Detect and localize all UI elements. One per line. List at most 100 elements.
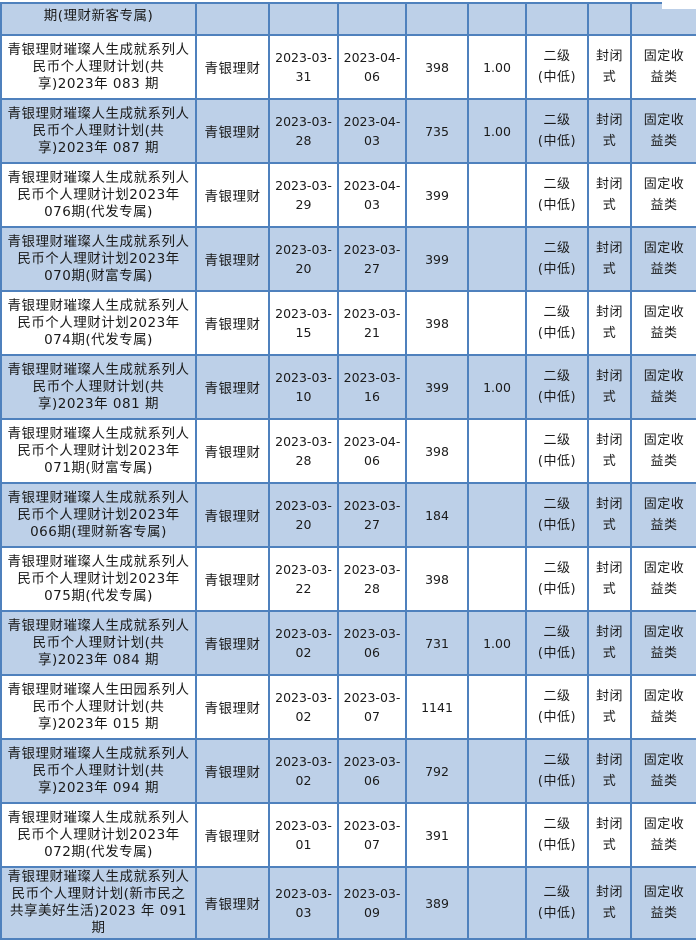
product-name-cell: 青银理财璀璨人生成就系列人民币个人理财计划(共享)2023年 094 期 (0, 738, 197, 804)
amount-cell: 399 (405, 226, 469, 292)
amount-cell: 391 (405, 802, 469, 868)
amount-cell: 398 (405, 418, 469, 484)
category-cell: 固定收 益类 (630, 290, 696, 356)
risk-level-cell: 二级 (中低) (525, 354, 589, 420)
table-row: 青银理财璀璨人生成就系列人民币个人理财计划2023年071期(财富专属) 青银理… (0, 418, 696, 484)
net-value-cell: 1.00 (467, 34, 527, 100)
issuer-cell: 青银理财 (195, 162, 270, 228)
product-name-cell: 青银理财璀璨人生成就系列人民币个人理财计划2023年075期(代发专属) (0, 546, 197, 612)
risk-level-cell: 二级 (中低) (525, 546, 589, 612)
end-date-cell: 2023-03-21 (337, 290, 407, 356)
end-date-cell: 2023-03-16 (337, 354, 407, 420)
category-cell: 固定收 益类 (630, 226, 696, 292)
table-row: 青银理财璀璨人生田园系列人民币个人理财计划(共享)2023年 015 期 青银理… (0, 674, 696, 740)
operation-mode-cell: 封闭 式 (587, 674, 632, 740)
table-row: 青银理财璀璨人生成就系列人民币个人理财计划2023年074期(代发专属) 青银理… (0, 290, 696, 356)
risk-level-cell (525, 2, 589, 36)
net-value-cell (467, 418, 527, 484)
product-name-cell: 青银理财璀璨人生成就系列人民币个人理财计划(共享)2023年 081 期 (0, 354, 197, 420)
product-name-cell: 青银理财璀璨人生成就系列人民币个人理财计划(共享)2023年 087 期 (0, 98, 197, 164)
amount-cell: 1141 (405, 674, 469, 740)
issuer-cell: 青银理财 (195, 482, 270, 548)
table-row: 青银理财璀璨人生成就系列人民币个人理财计划2023年070期(财富专属) 青银理… (0, 226, 696, 292)
risk-level-cell: 二级 (中低) (525, 98, 589, 164)
table-row: 青银理财璀璨人生成就系列人民币个人理财计划(新市民之共享美好生活)2023 年 … (0, 866, 696, 940)
start-date-cell: 2023-03-02 (268, 738, 339, 804)
operation-mode-cell: 封闭 式 (587, 546, 632, 612)
end-date-cell: 2023-03-27 (337, 482, 407, 548)
category-cell: 固定收 益类 (630, 866, 696, 940)
operation-mode-cell: 封闭 式 (587, 226, 632, 292)
operation-mode-cell: 封闭 式 (587, 162, 632, 228)
issuer-cell: 青银理财 (195, 674, 270, 740)
product-name-cell: 青银理财璀璨人生成就系列人民币个人理财计划(共享)2023年 083 期 (0, 34, 197, 100)
end-date-cell: 2023-04-06 (337, 418, 407, 484)
end-date-cell: 2023-03-06 (337, 738, 407, 804)
product-name-cell: 青银理财璀璨人生成就系列人民币个人理财计划2023年070期(财富专属) (0, 226, 197, 292)
risk-level-cell: 二级 (中低) (525, 418, 589, 484)
net-value-cell (467, 738, 527, 804)
net-value-cell (467, 482, 527, 548)
end-date-cell: 2023-03-06 (337, 610, 407, 676)
category-cell: 固定收 益类 (630, 674, 696, 740)
operation-mode-cell: 封闭 式 (587, 34, 632, 100)
operation-mode-cell (587, 2, 632, 36)
start-date-cell: 2023-03-02 (268, 674, 339, 740)
operation-mode-cell: 封闭 式 (587, 738, 632, 804)
product-name-cell: 青银理财璀璨人生成就系列人民币个人理财计划2023年074期(代发专属) (0, 290, 197, 356)
issuer-cell: 青银理财 (195, 226, 270, 292)
amount-cell: 398 (405, 290, 469, 356)
table-row: 青银理财璀璨人生成就系列人民币个人理财计划(共享)2023年 083 期 青银理… (0, 34, 696, 100)
risk-level-cell: 二级 (中低) (525, 866, 589, 940)
issuer-cell: 青银理财 (195, 610, 270, 676)
issuer-cell: 青银理财 (195, 98, 270, 164)
end-date-cell (337, 2, 407, 36)
risk-level-cell: 二级 (中低) (525, 738, 589, 804)
issuer-cell: 青银理财 (195, 354, 270, 420)
product-name-cell: 青银理财璀璨人生成就系列人民币个人理财计划2023年071期(财富专属) (0, 418, 197, 484)
table-row: 青银理财璀璨人生成就系列人民币个人理财计划2023年075期(代发专属) 青银理… (0, 546, 696, 612)
amount-cell: 399 (405, 162, 469, 228)
category-cell: 固定收 益类 (630, 162, 696, 228)
category-cell: 固定收 益类 (630, 354, 696, 420)
end-date-cell: 2023-03-07 (337, 674, 407, 740)
amount-cell: 399 (405, 354, 469, 420)
issuer-cell: 青银理财 (195, 546, 270, 612)
category-cell: 固定收 益类 (630, 610, 696, 676)
operation-mode-cell: 封闭 式 (587, 482, 632, 548)
net-value-cell: 1.00 (467, 98, 527, 164)
start-date-cell: 2023-03-28 (268, 98, 339, 164)
end-date-cell: 2023-04-06 (337, 34, 407, 100)
operation-mode-cell: 封闭 式 (587, 354, 632, 420)
net-value-cell (467, 2, 527, 36)
operation-mode-cell: 封闭 式 (587, 98, 632, 164)
product-name-cell: 青银理财璀璨人生成就系列人民币个人理财计划2023年076期(代发专属) (0, 162, 197, 228)
issuer-cell: 青银理财 (195, 290, 270, 356)
start-date-cell: 2023-03-02 (268, 610, 339, 676)
category-cell: 固定收 益类 (630, 34, 696, 100)
end-date-cell: 2023-03-07 (337, 802, 407, 868)
table-row: 青银理财璀璨人生成就系列人民币个人理财计划2023年066期(理财新客专属) 青… (0, 482, 696, 548)
amount-cell (405, 2, 469, 36)
risk-level-cell: 二级 (中低) (525, 290, 589, 356)
net-value-cell (467, 226, 527, 292)
amount-cell: 731 (405, 610, 469, 676)
operation-mode-cell: 封闭 式 (587, 418, 632, 484)
product-name-cell: 青银理财璀璨人生成就系列人民币个人理财计划(共享)2023年 084 期 (0, 610, 197, 676)
amount-cell: 735 (405, 98, 469, 164)
start-date-cell: 2023-03-03 (268, 866, 339, 940)
product-name-cell: 青银理财璀璨人生成就系列人民币个人理财计划(新市民之共享美好生活)2023 年 … (0, 866, 197, 940)
amount-cell: 389 (405, 866, 469, 940)
net-value-cell (467, 674, 527, 740)
end-date-cell: 2023-03-28 (337, 546, 407, 612)
operation-mode-cell: 封闭 式 (587, 290, 632, 356)
issuer-cell: 青银理财 (195, 418, 270, 484)
amount-cell: 184 (405, 482, 469, 548)
table-row: 青银理财璀璨人生成就系列人民币个人理财计划2023年072期(代发专属) 青银理… (0, 802, 696, 868)
issuer-cell (195, 2, 270, 36)
operation-mode-cell: 封闭 式 (587, 866, 632, 940)
issuer-cell: 青银理财 (195, 34, 270, 100)
table-row: 青银理财璀璨人生成就系列人民币个人理财计划(共享)2023年 081 期 青银理… (0, 354, 696, 420)
